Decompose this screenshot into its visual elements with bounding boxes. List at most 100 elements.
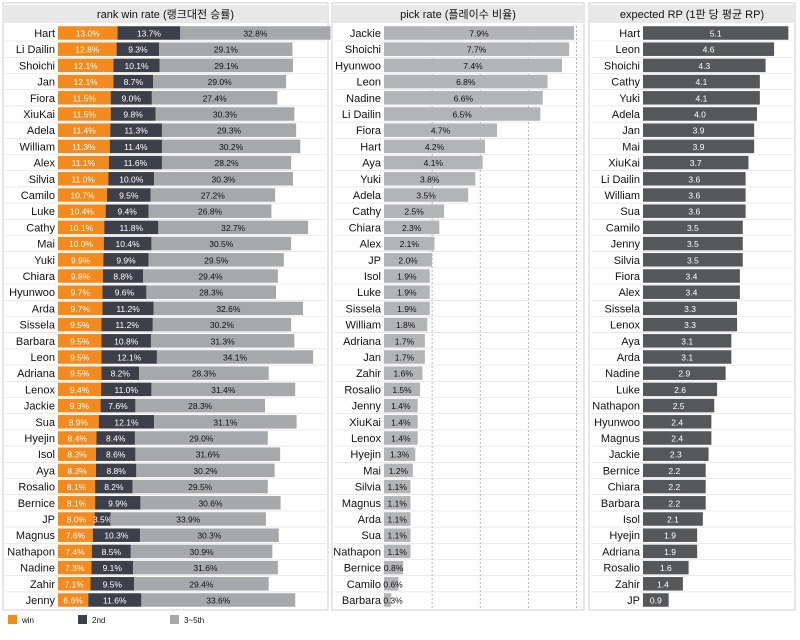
category-label: Isol <box>623 514 640 526</box>
category-label: Magnus <box>16 530 56 542</box>
data-label: 9.4% <box>117 207 137 217</box>
data-label: 3.4 <box>686 272 698 282</box>
bar-2nd <box>101 366 140 380</box>
data-label: 8.8% <box>113 272 133 282</box>
data-label: 31.3% <box>211 336 236 346</box>
bar-win <box>58 334 102 348</box>
bar-pick-rate <box>384 350 425 364</box>
data-label: 8.8% <box>106 466 126 476</box>
data-label: 11.4% <box>72 126 96 136</box>
data-label: 3.5 <box>687 255 699 265</box>
bar-pick-rate <box>384 269 430 283</box>
data-label: 12.1% <box>114 417 139 427</box>
data-label: 12.8% <box>75 45 100 55</box>
bar-2nd <box>95 496 141 510</box>
data-label: 9.5% <box>103 579 123 589</box>
bar-2nd <box>100 398 136 413</box>
bar-win <box>58 107 111 121</box>
bar-win <box>58 269 103 283</box>
bar-expected-rp <box>643 91 760 105</box>
data-label: 30.5% <box>209 239 234 249</box>
bar-expected-rp <box>643 415 712 429</box>
bar-pick-rate <box>384 479 411 494</box>
data-label: 29.1% <box>214 45 239 55</box>
category-label: Yuki <box>619 93 640 105</box>
bar-2nd <box>101 317 153 332</box>
category-label: Luke <box>31 206 55 218</box>
bar-3~5th <box>150 188 276 202</box>
data-label: 3.5% <box>93 515 113 525</box>
category-label: Leon <box>616 44 640 56</box>
category-label: Magnus <box>342 498 382 510</box>
data-label: 11.0% <box>71 174 95 184</box>
bar-win <box>58 593 89 607</box>
category-label: Adriana <box>602 546 641 558</box>
category-label: Hart <box>619 28 640 40</box>
bar-win <box>58 42 117 56</box>
data-label: 9.8% <box>71 272 91 282</box>
data-label: 11.0% <box>114 385 138 395</box>
panel-header-background <box>590 5 794 23</box>
data-label: 8.4% <box>106 434 126 444</box>
category-label: Hyunwoo <box>335 60 381 72</box>
bar-expected-rp <box>643 334 732 348</box>
data-label: 8.2% <box>104 482 124 492</box>
category-label: Camilo <box>21 190 55 202</box>
bar-win <box>58 123 111 137</box>
bar-expected-rp <box>643 317 738 332</box>
category-label: Rosalio <box>603 563 640 575</box>
category-label: Li Dailin <box>342 109 381 121</box>
category-label: Chiara <box>23 271 56 283</box>
data-label: 1.5% <box>392 385 412 395</box>
data-label: 7.4% <box>65 547 85 557</box>
category-label: Arda <box>32 303 56 315</box>
data-label: 7.6% <box>108 401 128 411</box>
category-label: Jenny <box>26 595 56 607</box>
data-label: 30.3% <box>197 531 222 541</box>
bar-pick-rate <box>384 496 411 510</box>
bar-pick-rate <box>384 42 570 56</box>
bar-2nd <box>96 431 135 445</box>
data-label: 0.9 <box>650 596 662 606</box>
bar-pick-rate <box>384 139 486 154</box>
category-label: Hart <box>34 28 55 40</box>
data-label: 8.1% <box>67 482 87 492</box>
bar-win <box>58 447 97 461</box>
data-label: 9.5% <box>70 336 90 346</box>
data-label: 4.1 <box>696 77 708 87</box>
category-label: Barbara <box>601 498 641 510</box>
bar-3~5th <box>148 204 272 218</box>
data-label: 2.5% <box>404 207 424 217</box>
data-label: 9.5% <box>119 191 139 201</box>
data-label: 8.2% <box>111 369 131 379</box>
bar-expected-rp <box>643 253 743 267</box>
bar-3~5th <box>156 350 314 364</box>
bar-win <box>58 415 99 429</box>
bar-win <box>58 139 110 154</box>
data-label: 32.8% <box>243 29 268 39</box>
bar-pick-rate <box>384 155 483 170</box>
bar-pick-rate <box>384 544 411 559</box>
data-label: 8.5% <box>102 547 122 557</box>
data-label: 1.1% <box>388 531 408 541</box>
data-label: 8.0% <box>67 515 87 525</box>
bar-expected-rp <box>643 139 755 154</box>
data-label: 1.7% <box>395 353 415 363</box>
data-label: 7.3% <box>65 563 85 573</box>
category-label: Nathapon <box>592 401 640 413</box>
data-label: 8.3% <box>67 450 87 460</box>
category-label: Hyunwoo <box>9 287 55 299</box>
bar-win <box>58 479 96 494</box>
category-label: Nathapon <box>333 546 381 558</box>
legend-swatch <box>8 615 17 624</box>
bar-2nd <box>104 220 159 235</box>
data-label: 29.3% <box>217 126 242 136</box>
bar-2nd <box>102 269 144 283</box>
category-label: Fiora <box>615 271 641 283</box>
bar-expected-rp <box>643 42 775 56</box>
data-label: 1.4 <box>657 579 669 589</box>
category-label: Cathy <box>26 222 55 234</box>
data-label: 11.4% <box>124 142 148 152</box>
category-label: XiuKai <box>23 109 55 121</box>
